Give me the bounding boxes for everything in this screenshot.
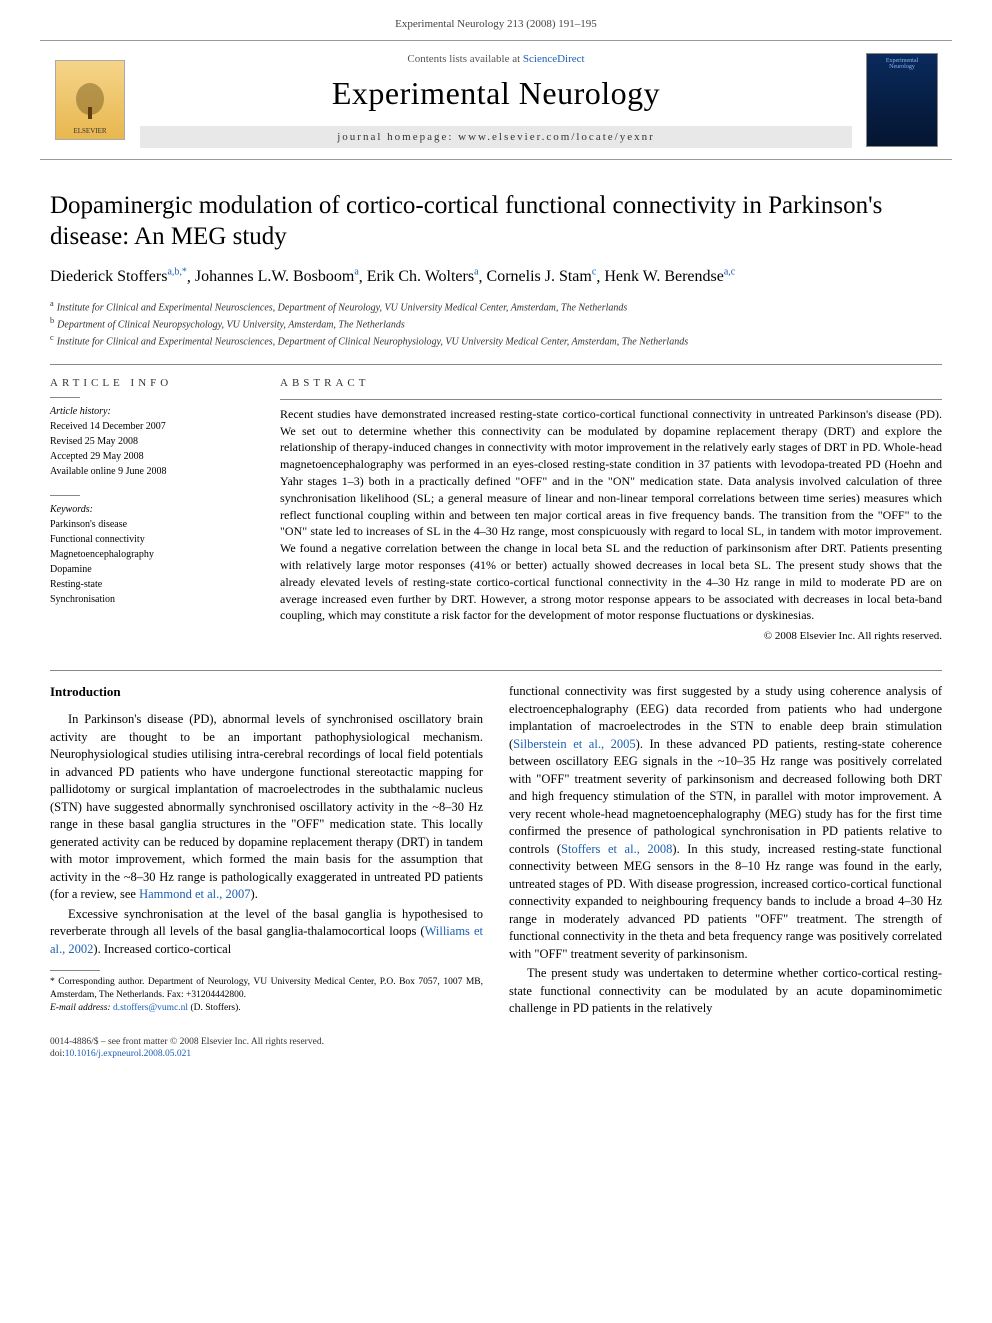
keyword: Parkinson's disease (50, 517, 250, 532)
email-link[interactable]: d.stoffers@vumc.nl (113, 1003, 188, 1013)
sciencedirect-link[interactable]: ScienceDirect (523, 53, 585, 65)
divider (50, 364, 942, 365)
abstract-text: Recent studies have demonstrated increas… (280, 406, 942, 624)
elsevier-label: ELSEVIER (73, 127, 106, 135)
author: Henk W. Berendsea,c (604, 268, 735, 285)
author-list: Diederick Stoffersa,b,*, Johannes L.W. B… (50, 267, 942, 286)
author: Cornelis J. Stamc (487, 268, 597, 285)
footnotes: * Corresponding author. Department of Ne… (50, 976, 483, 1014)
divider (50, 397, 80, 398)
journal-homepage: journal homepage: www.elsevier.com/locat… (140, 126, 852, 148)
footnote-divider (50, 970, 100, 971)
doi-link[interactable]: 10.1016/j.expneurol.2008.05.021 (65, 1049, 191, 1059)
cover-label: Experimental Neurology (886, 58, 918, 70)
paragraph: The present study was undertaken to dete… (509, 965, 942, 1018)
history-label: Article history: (50, 404, 250, 419)
divider (50, 670, 942, 671)
bottom-meta: 0014-4886/$ – see front matter © 2008 El… (50, 1036, 942, 1062)
journal-name: Experimental Neurology (140, 75, 852, 112)
publisher-logo-wrap: ELSEVIER (40, 41, 140, 159)
contents-line: Contents lists available at ScienceDirec… (140, 53, 852, 65)
author: Erik Ch. Woltersa (367, 268, 479, 285)
keyword: Synchronisation (50, 592, 250, 607)
history-item: Received 14 December 2007 (50, 419, 250, 434)
info-heading: ARTICLE INFO (50, 377, 250, 389)
history-item: Available online 9 June 2008 (50, 464, 250, 479)
keyword: Functional connectivity (50, 532, 250, 547)
corresponding-author: * Corresponding author. Department of Ne… (50, 976, 483, 1002)
journal-cover-wrap: Experimental Neurology (852, 41, 952, 159)
keyword: Resting-state (50, 577, 250, 592)
journal-cover-icon: Experimental Neurology (866, 53, 938, 147)
abstract-heading: ABSTRACT (280, 377, 942, 389)
affiliations: aInstitute for Clinical and Experimental… (50, 298, 942, 350)
keyword: Dopamine (50, 562, 250, 577)
history-item: Revised 25 May 2008 (50, 434, 250, 449)
doi-label: doi: (50, 1049, 65, 1059)
section-heading: Introduction (50, 683, 483, 701)
paragraph: Excessive synchronisation at the level o… (50, 906, 483, 959)
citation-link[interactable]: Hammond et al., 2007 (139, 887, 250, 901)
issn-line: 0014-4886/$ – see front matter © 2008 El… (50, 1036, 942, 1049)
citation-link[interactable]: Stoffers et al., 2008 (561, 842, 672, 856)
divider (50, 495, 80, 496)
abstract-copyright: © 2008 Elsevier Inc. All rights reserved… (280, 630, 942, 642)
email-label: E-mail address: (50, 1003, 113, 1013)
article-title: Dopaminergic modulation of cortico-corti… (50, 190, 942, 253)
keywords-label: Keywords: (50, 502, 250, 517)
body-text: Introduction In Parkinson's disease (PD)… (50, 683, 942, 1018)
keyword: Magnetoencephalography (50, 547, 250, 562)
elsevier-tree-icon: ELSEVIER (55, 60, 125, 140)
divider (280, 399, 942, 400)
contents-prefix: Contents lists available at (407, 53, 522, 65)
paragraph: functional connectivity was first sugges… (509, 683, 942, 963)
journal-banner: ELSEVIER Contents lists available at Sci… (40, 40, 952, 160)
homepage-url: www.elsevier.com/locate/yexnr (458, 131, 655, 143)
author: Diederick Stoffersa,b,* (50, 268, 187, 285)
paragraph: In Parkinson's disease (PD), abnormal le… (50, 711, 483, 904)
homepage-prefix: journal homepage: (337, 131, 458, 143)
author: Johannes L.W. Bosbooma (195, 268, 359, 285)
running-header: Experimental Neurology 213 (2008) 191–19… (0, 0, 992, 40)
abstract: ABSTRACT Recent studies have demonstrate… (280, 377, 942, 642)
history-item: Accepted 29 May 2008 (50, 449, 250, 464)
banner-center: Contents lists available at ScienceDirec… (140, 41, 852, 159)
citation-link[interactable]: Silberstein et al., 2005 (513, 737, 635, 751)
email-suffix: (D. Stoffers). (188, 1003, 241, 1013)
article-info: ARTICLE INFO Article history: Received 1… (50, 377, 250, 642)
